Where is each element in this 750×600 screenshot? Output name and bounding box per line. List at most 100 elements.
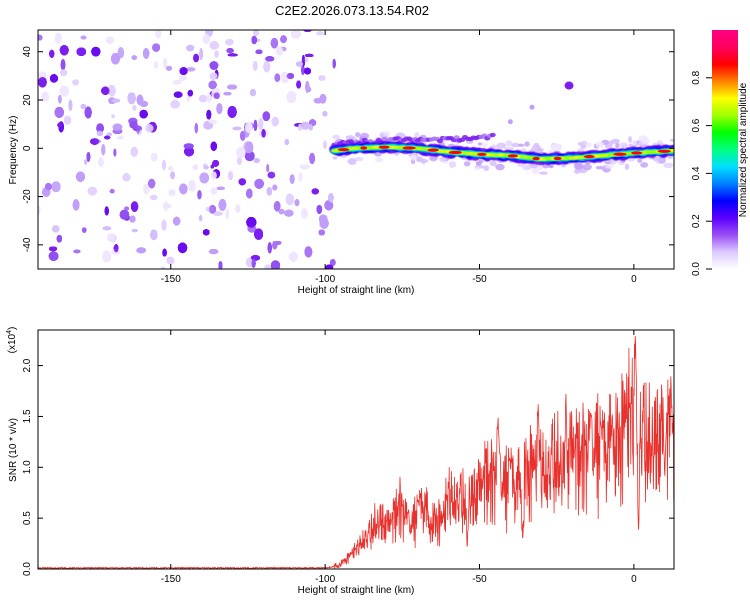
snr-y-multiplier-exp: 4 — [6, 330, 13, 334]
noise-blob — [252, 60, 258, 71]
noise-blob — [316, 205, 323, 214]
noise-blob — [286, 72, 294, 80]
noise-blob — [188, 180, 196, 192]
signal-peak-mark — [631, 151, 643, 155]
noise-blob — [136, 247, 146, 254]
noise-blob — [73, 249, 81, 254]
noise-blob — [143, 48, 150, 59]
noise-blob — [139, 101, 148, 107]
band-haze — [624, 163, 630, 170]
noise-blob — [131, 55, 137, 60]
band-haze — [415, 156, 421, 162]
band-haze — [463, 161, 471, 167]
band-haze — [549, 164, 554, 169]
noise-blob — [124, 206, 129, 211]
band-haze — [414, 132, 420, 138]
noise-blob — [209, 72, 218, 80]
band-haze — [419, 159, 429, 163]
signal-peak-mark — [532, 156, 540, 161]
noise-blob — [127, 92, 136, 105]
signal-peak-mark — [402, 146, 416, 150]
band-haze — [477, 142, 483, 146]
noise-blob — [51, 181, 61, 193]
noise-blob — [212, 211, 223, 216]
x-tick-label: -150 — [161, 574, 181, 585]
noise-blob — [122, 173, 131, 182]
noise-blob — [272, 184, 278, 191]
noise-blob — [254, 178, 264, 189]
x-tick-label: 0 — [631, 574, 637, 585]
band-haze — [560, 163, 566, 168]
noise-blob — [160, 266, 165, 269]
noise-blob — [80, 35, 87, 40]
noise-blob — [254, 228, 263, 240]
noise-blob — [102, 250, 111, 263]
noise-blob — [106, 132, 112, 137]
band-haze — [539, 171, 548, 175]
noise-blob — [170, 100, 180, 109]
band-haze — [383, 131, 391, 136]
noise-blob — [210, 187, 217, 195]
noise-blob — [87, 186, 97, 196]
noise-blob — [318, 75, 326, 81]
band-haze — [510, 142, 521, 148]
snr-frame — [37, 329, 675, 570]
noise-blob — [155, 30, 162, 39]
noise-blob — [179, 67, 188, 75]
band-haze — [517, 163, 525, 167]
band-haze — [474, 166, 481, 171]
noise-blob — [309, 152, 315, 164]
noise-blob — [64, 115, 72, 125]
noise-blob — [51, 225, 60, 233]
spectrogram-marks — [38, 30, 674, 269]
band-haze — [503, 146, 514, 151]
band-haze — [439, 157, 447, 163]
band-haze — [448, 161, 457, 168]
noise-blob — [38, 34, 43, 41]
band-haze — [627, 157, 635, 162]
noise-blob — [332, 58, 336, 69]
noise-blob — [58, 94, 62, 104]
noise-blob — [48, 251, 59, 261]
noise-blob — [275, 46, 284, 56]
band-haze — [374, 151, 382, 157]
noise-blob — [117, 136, 124, 140]
noise-blob — [296, 61, 304, 67]
noise-blob — [187, 89, 193, 97]
band-haze — [345, 135, 355, 140]
noise-blob — [214, 50, 219, 58]
noise-blob — [274, 240, 282, 245]
noise-blob — [216, 186, 225, 190]
noise-blob — [255, 49, 263, 54]
noise-blob — [253, 119, 258, 132]
noise-blob — [208, 119, 218, 124]
band-haze — [489, 160, 497, 167]
y-tick-label: 20 — [22, 94, 33, 106]
signal-peak-mark — [337, 148, 350, 152]
colorbar-ticks: 0.0 0.2 0.4 0.6 0.8 — [691, 70, 712, 276]
band-haze — [574, 162, 584, 170]
signal-peak-mark — [477, 152, 487, 157]
noise-blob — [166, 256, 175, 265]
y-tick-label: 0.5 — [22, 511, 33, 525]
noise-blob — [162, 248, 167, 257]
band-haze — [355, 132, 361, 138]
band-haze — [480, 142, 489, 148]
noise-blob — [294, 199, 300, 207]
noise-blob — [49, 74, 58, 83]
band-haze — [531, 167, 540, 175]
noise-blob — [113, 148, 117, 157]
noise-blob — [262, 111, 270, 122]
noise-blob — [267, 171, 276, 179]
noise-blob — [284, 139, 289, 146]
noise-blob — [270, 37, 278, 49]
noise-blob — [199, 172, 210, 184]
band-haze — [524, 141, 530, 147]
noise-blob — [322, 111, 328, 117]
noise-blob — [202, 34, 210, 44]
noise-blob — [150, 153, 158, 162]
band-haze — [483, 165, 490, 171]
band-haze — [581, 140, 588, 146]
figure-title: C2E2.2026.073.13.54.R02 — [275, 3, 429, 18]
